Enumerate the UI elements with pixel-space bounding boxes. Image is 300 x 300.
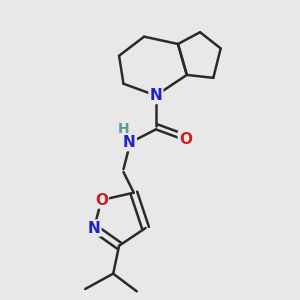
Text: O: O — [95, 193, 108, 208]
Text: N: N — [123, 135, 136, 150]
Text: O: O — [179, 132, 192, 147]
Text: N: N — [88, 220, 100, 236]
Text: N: N — [149, 88, 162, 103]
Text: H: H — [118, 122, 130, 136]
